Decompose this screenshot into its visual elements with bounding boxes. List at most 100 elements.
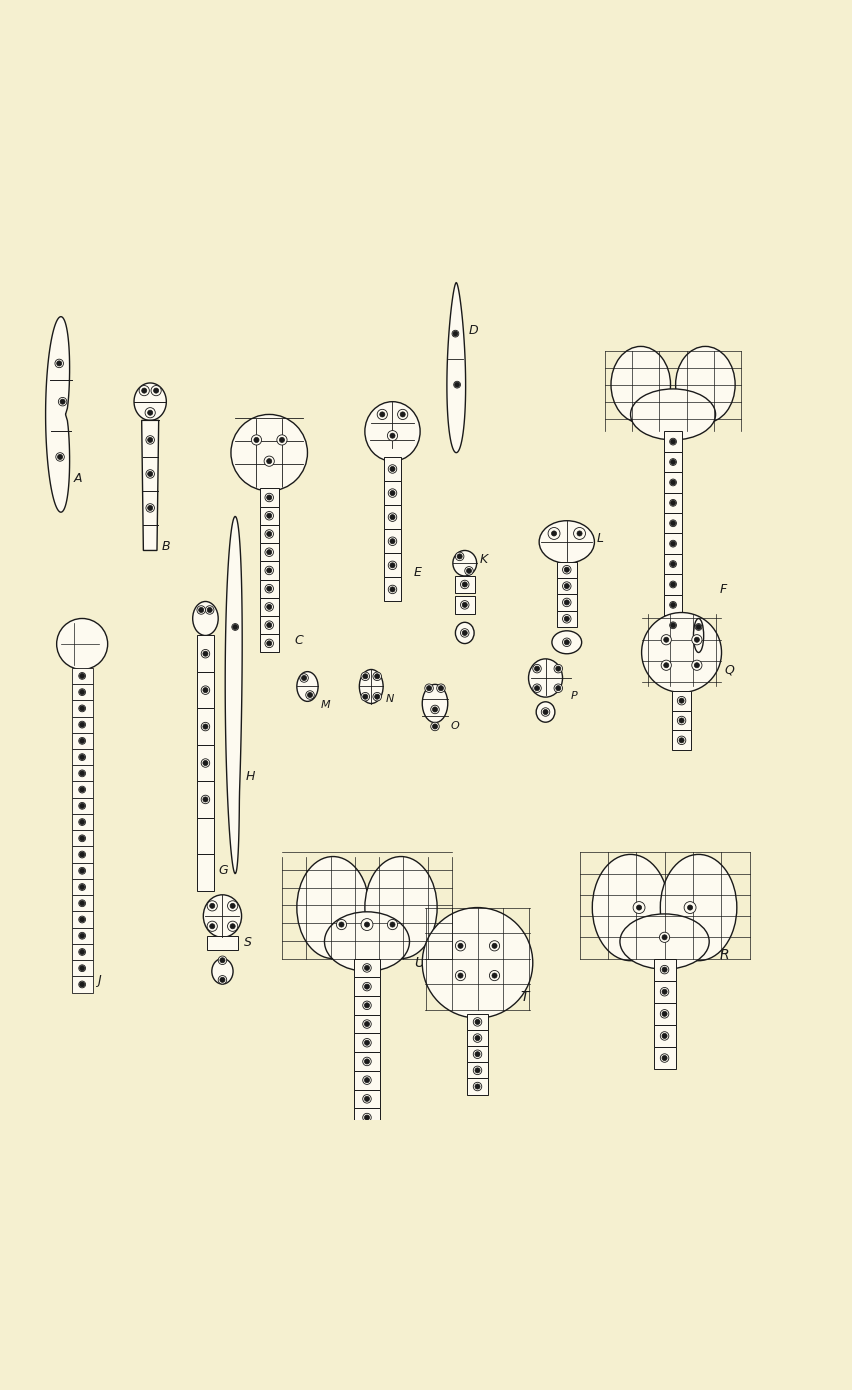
Bar [260, 580, 279, 598]
Circle shape [534, 666, 539, 671]
Circle shape [561, 614, 570, 623]
Circle shape [55, 453, 64, 461]
Circle shape [79, 884, 84, 890]
Bar [72, 766, 93, 781]
Circle shape [201, 723, 210, 731]
Bar [197, 671, 214, 709]
Circle shape [455, 941, 465, 951]
Circle shape [364, 984, 369, 990]
Text: P: P [570, 691, 577, 701]
Circle shape [389, 467, 394, 471]
Circle shape [251, 435, 262, 445]
Circle shape [554, 684, 561, 692]
Circle shape [430, 705, 439, 713]
Circle shape [78, 689, 85, 695]
Bar [260, 525, 279, 543]
Bar [466, 1062, 487, 1079]
Bar [454, 595, 475, 614]
Bar [663, 574, 682, 595]
Bar [383, 481, 400, 505]
Bar [466, 1047, 487, 1062]
Circle shape [79, 673, 84, 678]
Circle shape [387, 919, 397, 930]
Bar [354, 1127, 379, 1145]
Circle shape [563, 616, 568, 621]
Bar [260, 506, 279, 525]
Circle shape [659, 1054, 668, 1062]
Ellipse shape [551, 631, 581, 653]
Circle shape [360, 692, 369, 701]
Circle shape [669, 520, 676, 527]
Circle shape [691, 635, 701, 645]
Circle shape [670, 500, 675, 506]
Circle shape [141, 388, 147, 393]
Circle shape [661, 934, 666, 940]
Circle shape [79, 820, 84, 824]
Circle shape [301, 676, 306, 681]
Circle shape [78, 965, 85, 972]
Bar [663, 431, 682, 452]
Circle shape [78, 770, 85, 777]
Circle shape [147, 471, 153, 477]
Bar [197, 745, 214, 781]
Bar [663, 553, 682, 574]
Circle shape [267, 549, 272, 555]
Ellipse shape [365, 402, 420, 461]
Circle shape [561, 598, 570, 606]
Bar [653, 981, 675, 1002]
Text: T: T [520, 990, 528, 1004]
Bar [72, 830, 93, 847]
Circle shape [458, 973, 463, 979]
Circle shape [454, 382, 459, 388]
Bar [72, 749, 93, 766]
Bar [466, 1013, 487, 1030]
Circle shape [475, 1036, 480, 1041]
Circle shape [541, 708, 550, 716]
Circle shape [388, 562, 396, 570]
Circle shape [145, 407, 155, 418]
Ellipse shape [452, 550, 476, 575]
Circle shape [201, 759, 210, 767]
Circle shape [548, 528, 559, 539]
Ellipse shape [659, 855, 736, 960]
Circle shape [388, 464, 396, 473]
Ellipse shape [422, 684, 447, 723]
Bar [653, 1024, 675, 1047]
Circle shape [663, 637, 668, 642]
Circle shape [78, 851, 85, 858]
Ellipse shape [693, 619, 703, 652]
Circle shape [436, 684, 445, 692]
Bar [72, 798, 93, 815]
Circle shape [432, 708, 437, 712]
Circle shape [492, 973, 497, 979]
Circle shape [632, 902, 644, 913]
Circle shape [364, 922, 369, 927]
Circle shape [78, 933, 85, 940]
Circle shape [267, 587, 272, 591]
Circle shape [659, 933, 669, 942]
Bar [663, 452, 682, 473]
Circle shape [201, 795, 210, 803]
Circle shape [473, 1066, 481, 1074]
Circle shape [78, 738, 85, 744]
Circle shape [78, 916, 85, 923]
Circle shape [669, 459, 676, 466]
Circle shape [691, 660, 701, 670]
Circle shape [56, 619, 107, 670]
Circle shape [669, 438, 676, 445]
Circle shape [388, 537, 396, 545]
Circle shape [695, 624, 700, 630]
Circle shape [218, 956, 227, 965]
Circle shape [641, 613, 721, 692]
Circle shape [573, 528, 584, 539]
Circle shape [197, 606, 205, 614]
Circle shape [201, 649, 210, 657]
Circle shape [78, 884, 85, 891]
Bar [72, 815, 93, 830]
Text: F: F [719, 582, 726, 596]
Circle shape [389, 491, 394, 496]
Circle shape [79, 689, 84, 695]
Text: D: D [469, 324, 478, 336]
Circle shape [147, 438, 153, 442]
Circle shape [78, 867, 85, 874]
